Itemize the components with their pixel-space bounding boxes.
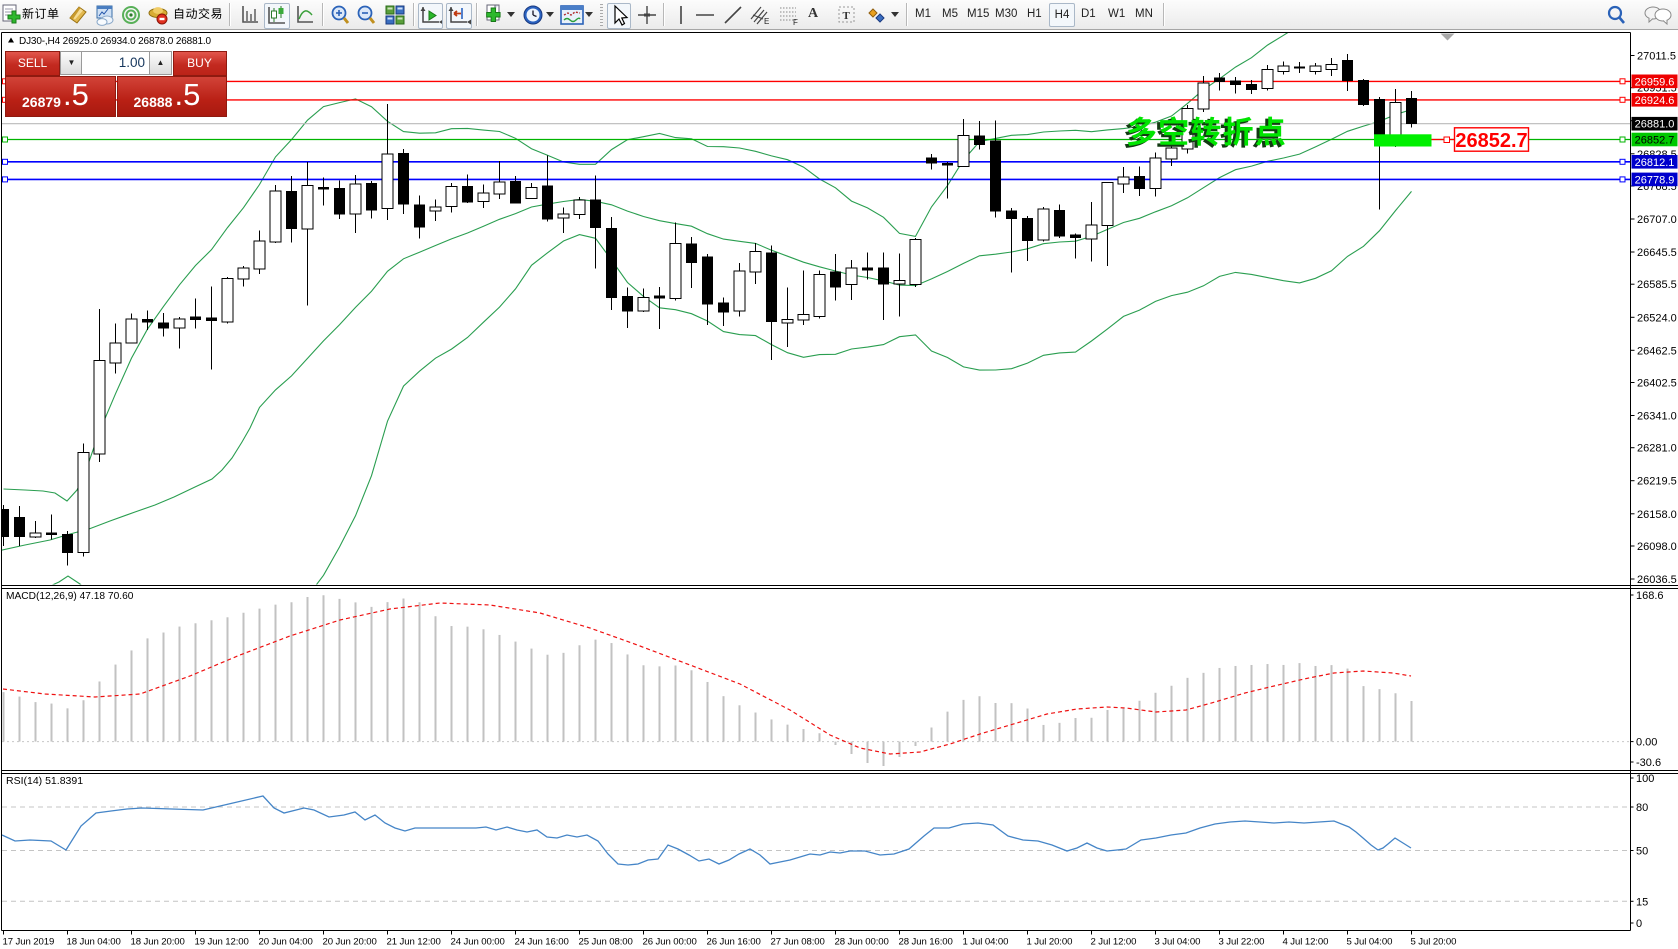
svg-text:18 Jun 20:00: 18 Jun 20:00 bbox=[131, 937, 185, 948]
svg-text:3 Jul 04:00: 3 Jul 04:00 bbox=[1155, 937, 1201, 948]
svg-text:28 Jun 16:00: 28 Jun 16:00 bbox=[899, 937, 953, 948]
svg-text:26158.0: 26158.0 bbox=[1637, 509, 1677, 521]
svg-text:26036.5: 26036.5 bbox=[1637, 574, 1677, 586]
svg-text:100: 100 bbox=[1636, 773, 1654, 785]
svg-text:26645.5: 26645.5 bbox=[1637, 247, 1677, 259]
svg-text:26402.5: 26402.5 bbox=[1637, 378, 1677, 390]
svg-text:26219.5: 26219.5 bbox=[1637, 476, 1677, 488]
svg-text:RSI(14) 51.8391: RSI(14) 51.8391 bbox=[6, 775, 83, 787]
svg-text:25 Jun 08:00: 25 Jun 08:00 bbox=[579, 937, 633, 948]
svg-text:20 Jun 20:00: 20 Jun 20:00 bbox=[323, 937, 377, 948]
svg-text:26852.7: 26852.7 bbox=[1635, 135, 1675, 147]
svg-text:20 Jun 04:00: 20 Jun 04:00 bbox=[259, 937, 313, 948]
svg-text:26462.5: 26462.5 bbox=[1637, 345, 1677, 357]
svg-text:26 Jun 00:00: 26 Jun 00:00 bbox=[643, 937, 697, 948]
svg-text:26585.5: 26585.5 bbox=[1637, 279, 1677, 291]
svg-text:26778.9: 26778.9 bbox=[1635, 174, 1675, 186]
svg-text:26881.0: 26881.0 bbox=[1635, 119, 1675, 131]
svg-text:24 Jun 16:00: 24 Jun 16:00 bbox=[515, 937, 569, 948]
svg-text:19 Jun 12:00: 19 Jun 12:00 bbox=[195, 937, 249, 948]
svg-text:21 Jun 12:00: 21 Jun 12:00 bbox=[387, 937, 441, 948]
svg-text:168.6: 168.6 bbox=[1636, 590, 1664, 602]
svg-text:28 Jun 00:00: 28 Jun 00:00 bbox=[835, 937, 889, 948]
svg-text:1 Jul 20:00: 1 Jul 20:00 bbox=[1027, 937, 1073, 948]
svg-text:0: 0 bbox=[1636, 918, 1642, 930]
svg-text:4 Jul 12:00: 4 Jul 12:00 bbox=[1283, 937, 1329, 948]
svg-text:26852.7: 26852.7 bbox=[1455, 130, 1527, 152]
svg-text:3 Jul 22:00: 3 Jul 22:00 bbox=[1219, 937, 1265, 948]
svg-text:26707.0: 26707.0 bbox=[1637, 214, 1677, 226]
svg-text:T: T bbox=[843, 10, 851, 22]
svg-text:26281.0: 26281.0 bbox=[1637, 443, 1677, 455]
svg-text:18 Jun 04:00: 18 Jun 04:00 bbox=[67, 937, 121, 948]
svg-text:26524.0: 26524.0 bbox=[1637, 312, 1677, 324]
svg-text:26098.0: 26098.0 bbox=[1637, 541, 1677, 553]
svg-text:26812.1: 26812.1 bbox=[1635, 157, 1675, 169]
svg-text:27011.5: 27011.5 bbox=[1637, 51, 1676, 63]
svg-text:26924.6: 26924.6 bbox=[1635, 95, 1675, 107]
svg-text:0.00: 0.00 bbox=[1636, 737, 1657, 749]
svg-text:DJ30-,H4 26925.0 26934.0 2687: DJ30-,H4 26925.0 26934.0 26878.0 26881.0 bbox=[19, 36, 212, 47]
svg-text:15: 15 bbox=[1636, 896, 1648, 908]
svg-text:24 Jun 00:00: 24 Jun 00:00 bbox=[451, 937, 505, 948]
svg-text:80: 80 bbox=[1636, 802, 1648, 814]
svg-text:F: F bbox=[793, 18, 798, 27]
svg-text:26 Jun 16:00: 26 Jun 16:00 bbox=[707, 937, 761, 948]
svg-text:17 Jun 2019: 17 Jun 2019 bbox=[3, 937, 55, 948]
svg-text:MACD(12,26,9) 47.18 70.60: MACD(12,26,9) 47.18 70.60 bbox=[6, 591, 134, 602]
svg-text:E: E bbox=[764, 17, 769, 26]
svg-text:5 Jul 04:00: 5 Jul 04:00 bbox=[1347, 937, 1393, 948]
svg-text:1 Jul 04:00: 1 Jul 04:00 bbox=[963, 937, 1009, 948]
svg-text:2 Jul 12:00: 2 Jul 12:00 bbox=[1091, 937, 1137, 948]
svg-text:26341.0: 26341.0 bbox=[1637, 411, 1677, 423]
svg-text:-30.6: -30.6 bbox=[1636, 757, 1661, 769]
svg-text:5 Jul 20:00: 5 Jul 20:00 bbox=[1411, 937, 1457, 948]
svg-text:26959.6: 26959.6 bbox=[1635, 76, 1675, 88]
svg-text:50: 50 bbox=[1636, 846, 1648, 858]
svg-text:27 Jun 08:00: 27 Jun 08:00 bbox=[771, 937, 825, 948]
